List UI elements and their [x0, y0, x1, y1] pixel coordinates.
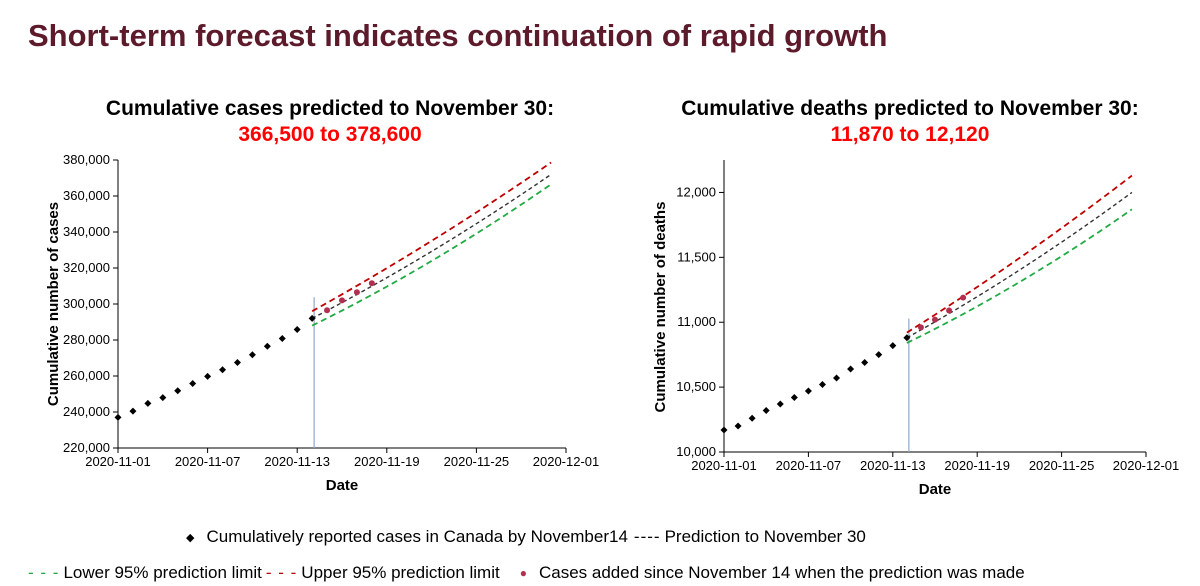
cases-ytick-label: 380,000 [63, 152, 110, 167]
cases-prediction-line [311, 173, 552, 320]
deaths-xtick-label: 2020-11-25 [1029, 458, 1095, 473]
cases-reported-point [248, 351, 256, 359]
cases-xtick-label: 2020-12-01 [533, 454, 600, 469]
cases-reported-point [144, 399, 152, 407]
deaths-xtick-label: 2020-12-01 [1113, 458, 1180, 473]
cases-ytick-label: 300,000 [63, 296, 110, 311]
deaths-xtick-label: 2020-11-01 [691, 458, 757, 473]
cases-ytick-label: 220,000 [63, 440, 110, 455]
legend-prediction-label: Prediction to November 30 [664, 527, 866, 546]
cases-xtick-label: 2020-11-25 [444, 454, 510, 469]
deaths-reported-point [818, 381, 826, 389]
deaths-lower-limit-line [906, 208, 1133, 344]
cases-chart-title: Cumulative cases predicted to November 3… [80, 97, 580, 147]
cases-ytick-label: 280,000 [63, 332, 110, 347]
cases-reported-point [233, 359, 241, 366]
deaths-reported-point [833, 374, 841, 382]
cases-reported-point [219, 366, 227, 374]
cases-ytick-label: 360,000 [63, 188, 110, 203]
deaths-ytick-label: 12,000 [676, 184, 716, 199]
deaths-range: 11,870 to 12,120 [830, 123, 990, 146]
cases-added-point [324, 307, 331, 314]
legend-row-1: ◆ Cumulatively reported cases in Canada … [186, 527, 870, 547]
deaths-ylabel: Cumulative number of deaths [652, 202, 669, 413]
deaths-prediction-line [906, 191, 1133, 339]
deaths-xlabel: Date [919, 481, 952, 498]
deaths-reported-point [861, 358, 869, 366]
legend-reported-marker: ◆ [186, 531, 195, 544]
deaths-title-text: Cumulative deaths predicted to November … [681, 97, 1139, 120]
deaths-reported-point [847, 365, 855, 373]
deaths-added-point [960, 294, 967, 301]
cases-xtick-label: 2020-11-01 [85, 454, 151, 469]
deaths-reported-point [804, 387, 812, 395]
cases-ytick-label: 240,000 [63, 404, 110, 419]
deaths-reported-point [903, 334, 911, 342]
deaths-ytick-label: 10,000 [676, 444, 716, 459]
cases-upper-limit-line [311, 161, 552, 312]
legend-lower-label: Lower 95% prediction limit [63, 563, 262, 582]
deaths-plot: 10,000 10,500 11,000 11,500 12,000 2020-11-01… [652, 160, 1179, 498]
deaths-reported-point [762, 406, 770, 414]
deaths-added-point [946, 307, 953, 314]
deaths-reported-point [734, 422, 742, 430]
cases-title-text: Cumulative cases predicted to November 3… [105, 97, 555, 120]
deaths-reported-point [720, 426, 728, 434]
deaths-ytick-label: 11,500 [677, 249, 716, 264]
deaths-chart-title: Cumulative deaths predicted to November … [655, 97, 1165, 147]
cases-reported-point [189, 380, 197, 388]
cases-xtick-label: 2020-11-19 [354, 454, 420, 469]
cases-reported-point [174, 387, 182, 395]
deaths-ytick-label: 11,000 [677, 314, 716, 329]
legend-added-marker: ● [519, 566, 527, 580]
cases-xlabel: Date [326, 477, 359, 494]
cases-ytick-label: 320,000 [63, 260, 110, 275]
cases-lower-limit-line [311, 183, 552, 327]
cases-reported-point [293, 326, 301, 334]
deaths-xtick-label: 2020-11-19 [944, 458, 1010, 473]
deaths-xtick-label: 2020-11-07 [776, 458, 842, 473]
cases-ytick-label: 340,000 [63, 224, 110, 239]
legend-prediction-dash: ---- [633, 527, 661, 546]
cases-added-point [353, 289, 360, 296]
cases-reported-point [308, 314, 316, 322]
legend-row-2: - - - Lower 95% prediction limit - - - U… [28, 563, 1029, 583]
cases-reported-point [263, 342, 271, 350]
cases-plot: 220,000 240,000 260,000 280,000 300,000 320,0… [45, 152, 599, 494]
deaths-upper-limit-line [906, 174, 1133, 334]
deaths-reported-point [776, 400, 784, 408]
deaths-reported-point [748, 414, 756, 422]
legend-lower-dash: - - - [28, 563, 60, 582]
deaths-added-point [932, 316, 938, 323]
legend-added-label: Cases added since November 14 when the p… [538, 563, 1025, 582]
cases-added-point [368, 280, 375, 287]
cases-reported-point [159, 394, 167, 402]
deaths-xtick-label: 2020-11-13 [860, 458, 926, 473]
cases-reported-point [204, 372, 212, 380]
page-title: Short-term forecast indicates continuati… [28, 18, 888, 53]
cases-xtick-label: 2020-11-13 [264, 454, 330, 469]
cases-ytick-label: 260,000 [63, 368, 110, 383]
cases-xtick-label: 2020-11-07 [175, 454, 241, 469]
legend-upper-label: Upper 95% prediction limit [301, 563, 500, 582]
cases-added-point [339, 297, 345, 304]
deaths-reported-point [889, 342, 897, 350]
cases-reported-point [114, 413, 122, 421]
cases-range: 366,500 to 378,600 [238, 123, 422, 146]
deaths-reported-point [790, 393, 798, 401]
cases-ylabel: Cumulative number of cases [45, 202, 62, 406]
cases-reported-point [278, 335, 286, 343]
cases-reported-point [129, 407, 137, 415]
deaths-reported-point [875, 351, 883, 359]
legend-reported-label: Cumulatively reported cases in Canada by… [206, 527, 628, 546]
deaths-added-point [917, 324, 924, 331]
deaths-ytick-label: 10,500 [676, 379, 716, 394]
legend-upper-dash: - - - [265, 563, 298, 582]
